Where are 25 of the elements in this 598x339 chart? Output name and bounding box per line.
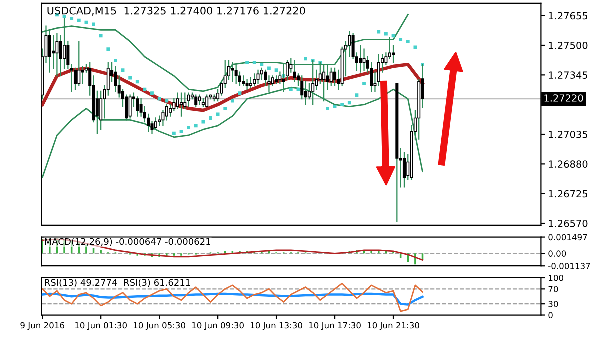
y-tick-label: 100 (549, 274, 564, 282)
y-tick-label: -0.001137 (548, 263, 590, 270)
chart-title: USDCAD,M15 1.27325 1.27400 1.27176 1.27220 (48, 6, 306, 16)
x-tick-label: 10 Jun 17:30 (309, 322, 361, 330)
y-tick-label: 1.27500 (549, 42, 588, 50)
y-tick-label: 1.26570 (549, 220, 588, 228)
y-tick-label: 1.26880 (549, 160, 588, 168)
y-tick-label: 1.26725 (549, 190, 588, 198)
y-tick-label: 0.001497 (548, 234, 588, 241)
x-tick-label: 9 Jun 2016 (20, 322, 64, 330)
x-tick-label: 10 Jun 01:30 (76, 322, 127, 330)
ref-line-label: 1.27220 (544, 94, 584, 102)
y-tick-label: 30 (548, 301, 558, 308)
x-tick-label: 10 Jun 13:30 (250, 322, 302, 330)
y-tick-label: 0.00 (548, 250, 566, 257)
y-tick-label: 0 (548, 312, 553, 319)
x-tick-label: 10 Jun 05:30 (134, 322, 186, 330)
y-tick-label: 1.27035 (549, 130, 588, 138)
annotation: MACD(12,26,9) -0.000647 -0.000621 (45, 238, 210, 246)
x-tick-label: 10 Jun 21:30 (368, 322, 420, 330)
annotation: RSI(13) 49.2774 RSI(3) 61.6211 (45, 279, 190, 288)
x-tick-label: 10 Jun 09:30 (192, 322, 244, 330)
y-tick-label: 1.27655 (549, 12, 588, 20)
y-tick-label: 70 (548, 286, 558, 292)
y-tick-label: 1.27345 (549, 72, 588, 80)
